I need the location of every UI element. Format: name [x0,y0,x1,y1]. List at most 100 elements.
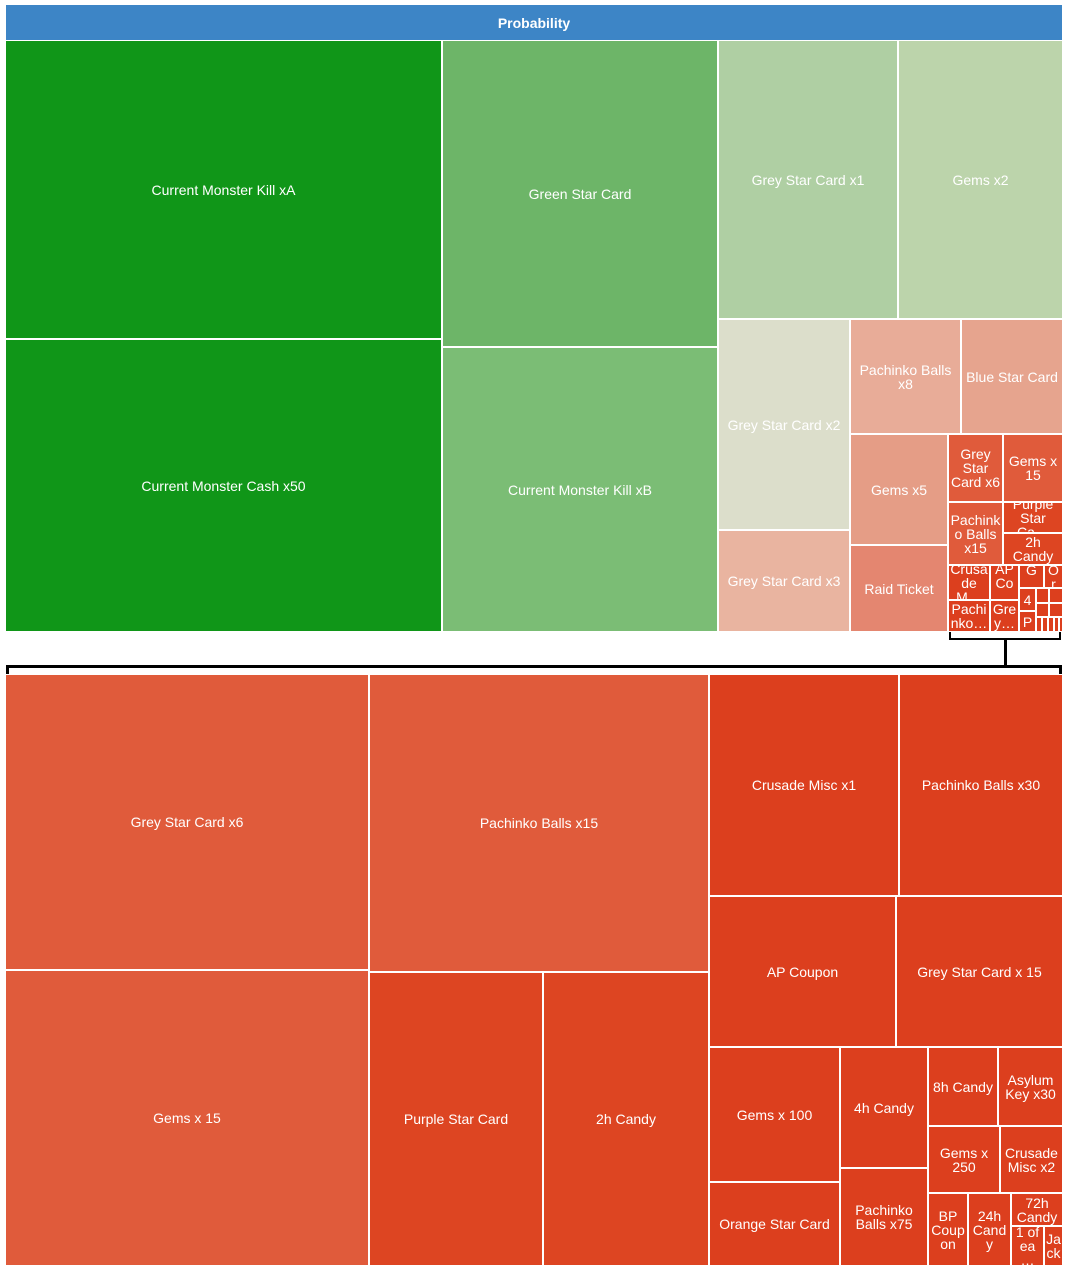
bracket-right-tick [1059,632,1061,640]
cell-label: Grey Star Card x 15 [917,963,1042,980]
cell-label: Purple Star Card [403,1111,509,1127]
detail-cell[interactable]: 72h Candy [1012,1194,1062,1225]
top_level-cell[interactable]: Gems x2 [899,41,1062,318]
cell-label: Crusade M… [950,566,988,599]
detail-cell[interactable]: Gems x 250 [929,1127,999,1192]
cell-label: 2h Candy [596,1111,656,1127]
cell-label: Blue Star Card [966,368,1058,385]
detail-cell[interactable]: Crusade Misc x2 [1001,1127,1062,1192]
cell-label: Current Monster Kill xB [508,481,652,498]
top_level-cell[interactable]: Grey Star Card x1 [719,41,897,318]
top_level-cell[interactable] [1060,618,1062,631]
top_level-cell[interactable]: 2h Candy [1004,534,1062,564]
top_level-cell[interactable]: Or [1045,566,1062,587]
top_level-cell[interactable]: Pachinko… [949,601,989,631]
cell-label: Pachinko Balls x30 [921,777,1041,793]
detail-cell[interactable]: 1 of ea… [1012,1227,1043,1265]
bracket-bottom-bar [6,665,1062,668]
detail-cell[interactable]: 2h Candy [544,973,708,1265]
cell-label: Grey… [992,601,1017,631]
top_level-cell[interactable] [1037,618,1041,631]
detail-cell[interactable]: 8h Candy [929,1048,997,1125]
cell-label: AP Co… [995,566,1014,599]
detail-cell[interactable]: AP Coupon [710,897,895,1046]
cell-label: 4h Candy [854,1099,914,1116]
top_level-cell[interactable]: Grey Star Card x6 [949,435,1002,501]
detail-cell[interactable]: Pachinko Balls x15 [370,675,708,971]
cell-label: BP Coupon [931,1207,965,1252]
top_level-cell[interactable] [1037,604,1048,616]
cell-label: Gems x 15 [153,1110,221,1126]
treemap-header[interactable]: Probability [6,5,1062,40]
cell-label: 1 of ea… [1015,1227,1040,1265]
top_level-cell[interactable]: Grey Star Card x3 [719,531,849,631]
detail-cell[interactable]: Gems x 15 [6,971,368,1265]
detail-cell[interactable]: Pachinko Balls x30 [900,675,1062,895]
detail-cell[interactable]: Asylum Key x30 [999,1048,1062,1125]
detail-cell[interactable]: Jack [1045,1227,1062,1265]
cell-label: Gems x2 [952,171,1009,188]
top_level-cell[interactable]: Current Monster Kill xB [443,348,717,631]
detail-cell[interactable]: 24h Candy [969,1194,1010,1265]
cell-label: P [1022,613,1033,630]
cell-label: Grey Star Card x6 [130,814,244,830]
top_level-cell[interactable]: P [1020,612,1035,631]
detail-cell[interactable]: Crusade Misc x1 [710,675,898,895]
cell-label: Grey Star Card x6 [950,446,1001,490]
bracket-bottom-left-tick [6,665,9,674]
bracket-left-tick [949,632,951,640]
top_level-cell[interactable]: Purple Star Ca… [1004,503,1062,532]
top_level-cell[interactable] [1050,604,1062,616]
cell-label: Crusade Misc x2 [1005,1144,1058,1175]
detail-cell[interactable]: 4h Candy [841,1048,927,1167]
cell-label: Grey Star Card x2 [727,416,841,433]
top_level-cell[interactable]: G… [1020,566,1043,587]
cell-label: Orange Star Card [719,1216,830,1232]
top_level-cell[interactable]: Current Monster Cash x50 [6,340,441,631]
top_level-cell[interactable] [1050,589,1062,602]
cell-label: Gems x 250 [939,1144,989,1175]
top_level-cell[interactable] [1049,618,1053,631]
detail-cell[interactable]: Purple Star Card [370,973,542,1265]
top_level-cell[interactable]: Blue Star Card [962,320,1062,433]
detail-cell[interactable]: BP Coupon [929,1194,967,1265]
cell-label: 24h Candy [972,1207,1007,1252]
top_level-cell[interactable] [1055,618,1058,631]
top_level-cell[interactable]: Grey… [991,601,1018,631]
cell-label: G… [1024,566,1039,587]
cell-label: Pachinko Balls x15 [950,511,1001,556]
top_level-cell[interactable]: Crusade M… [949,566,989,599]
top_level-cell[interactable]: Green Star Card [443,41,717,346]
top_level-cell[interactable]: Pachinko Balls x8 [851,320,960,433]
top_level-cell[interactable]: Grey Star Card x2 [719,320,849,529]
detail-cell[interactable]: Orange Star Card [710,1183,839,1265]
detail-cell[interactable]: Grey Star Card x 15 [897,897,1062,1046]
cell-label: 4 [1023,591,1032,608]
cell-label: Pachinko Balls x75 [855,1202,913,1232]
cell-label: Gems x 100 [736,1106,813,1123]
cell-label: Gems x 15 [1008,453,1058,483]
top_level-cell[interactable]: Gems x5 [851,435,947,544]
top_level-cell[interactable] [1037,589,1048,602]
cell-label: Pachinko Balls x15 [479,815,599,831]
detail-cell[interactable]: Gems x 100 [710,1048,839,1181]
top_level-cell[interactable]: Raid Ticket [851,546,947,631]
detail-cell[interactable]: Pachinko Balls x75 [841,1169,927,1265]
top_level-cell[interactable]: Pachinko Balls x15 [949,503,1002,564]
top_level-cell[interactable]: AP Co… [991,566,1018,599]
cell-label: Green Star Card [528,185,632,202]
top_level-cell[interactable]: Gems x 15 [1004,435,1062,501]
cell-label: Current Monster Cash x50 [141,477,306,494]
cell-label: 8h Candy [933,1078,993,1095]
cell-label: Raid Ticket [864,580,934,597]
top_level-cell[interactable]: Current Monster Kill xA [6,41,441,338]
cell-label: Jack [1046,1231,1061,1261]
top_level-cell[interactable] [1043,618,1047,631]
cell-label: Grey Star Card x3 [727,573,841,589]
cell-label: Asylum Key x30 [1005,1071,1056,1102]
top_level-cell[interactable]: 4 [1020,589,1035,610]
detail-cell[interactable]: Grey Star Card x6 [6,675,368,969]
cell-label: AP Coupon [766,963,839,980]
cell-label: 72h Candy [1016,1194,1058,1225]
cell-label: Purple Star Ca… [1012,503,1054,532]
